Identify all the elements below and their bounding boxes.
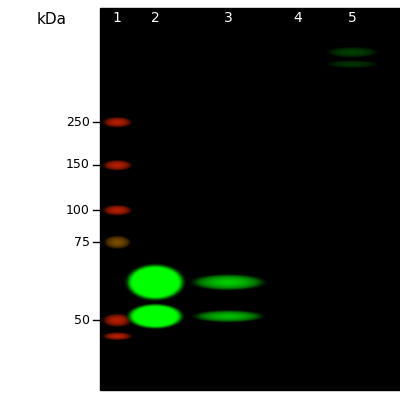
- Text: 250: 250: [66, 116, 90, 128]
- Text: 50: 50: [74, 314, 90, 326]
- Text: 2: 2: [151, 11, 159, 25]
- Bar: [0, 0, 100, 400]
- Text: 1: 1: [112, 11, 122, 25]
- Bar: [100, 8, 400, 390]
- Text: 100: 100: [66, 204, 90, 216]
- Text: 75: 75: [74, 236, 90, 248]
- Text: 5: 5: [348, 11, 356, 25]
- Text: kDa: kDa: [37, 12, 67, 28]
- Text: 4: 4: [294, 11, 302, 25]
- Text: 150: 150: [66, 158, 90, 172]
- Text: 3: 3: [224, 11, 232, 25]
